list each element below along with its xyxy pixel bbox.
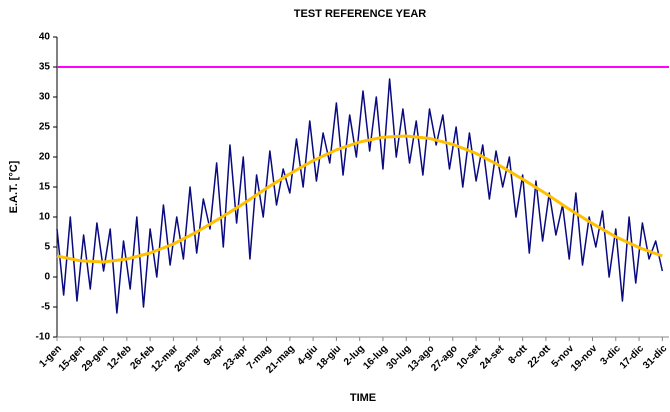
x-tick-label: 16-lug <box>361 343 390 372</box>
x-tick-label: 23-apr <box>221 343 250 372</box>
x-tick-label: 31-dic <box>641 343 670 372</box>
y-tick-label: -5 <box>41 302 50 313</box>
x-tick-label: 18-giu <box>315 343 344 372</box>
y-tick-label: 30 <box>39 92 51 103</box>
x-tick-label: 24-set <box>478 343 507 372</box>
x-tick-label: 10-set <box>455 343 484 372</box>
y-tick-label: 10 <box>39 212 51 223</box>
x-tick-label: 29-gen <box>80 343 111 374</box>
data-line <box>56 134 663 264</box>
y-axis-title: E.A.T. [°C] <box>8 160 20 213</box>
y-tick-label: 15 <box>39 182 51 193</box>
x-tick-label: 19-nov <box>569 343 600 374</box>
y-tick-label: 40 <box>39 32 51 43</box>
x-axis-title: TIME <box>350 392 376 404</box>
data-line <box>56 78 664 314</box>
y-tick-label: 5 <box>44 242 50 253</box>
chart-title: TEST REFERENCE YEAR <box>294 8 426 20</box>
x-tick-label: 17-dic <box>618 343 647 372</box>
x-tick-label: 27-ago <box>429 343 460 374</box>
y-tick-label: 35 <box>39 62 51 73</box>
y-tick-label: 25 <box>39 122 51 133</box>
y-tick-label: 0 <box>44 272 50 283</box>
x-tick-label: 26-mar <box>173 343 204 374</box>
y-tick-label: -10 <box>36 332 51 343</box>
y-tick-label: 20 <box>39 152 51 163</box>
x-tick-label: 12-feb <box>105 343 134 372</box>
x-tick-label: 22-ott <box>526 343 554 371</box>
